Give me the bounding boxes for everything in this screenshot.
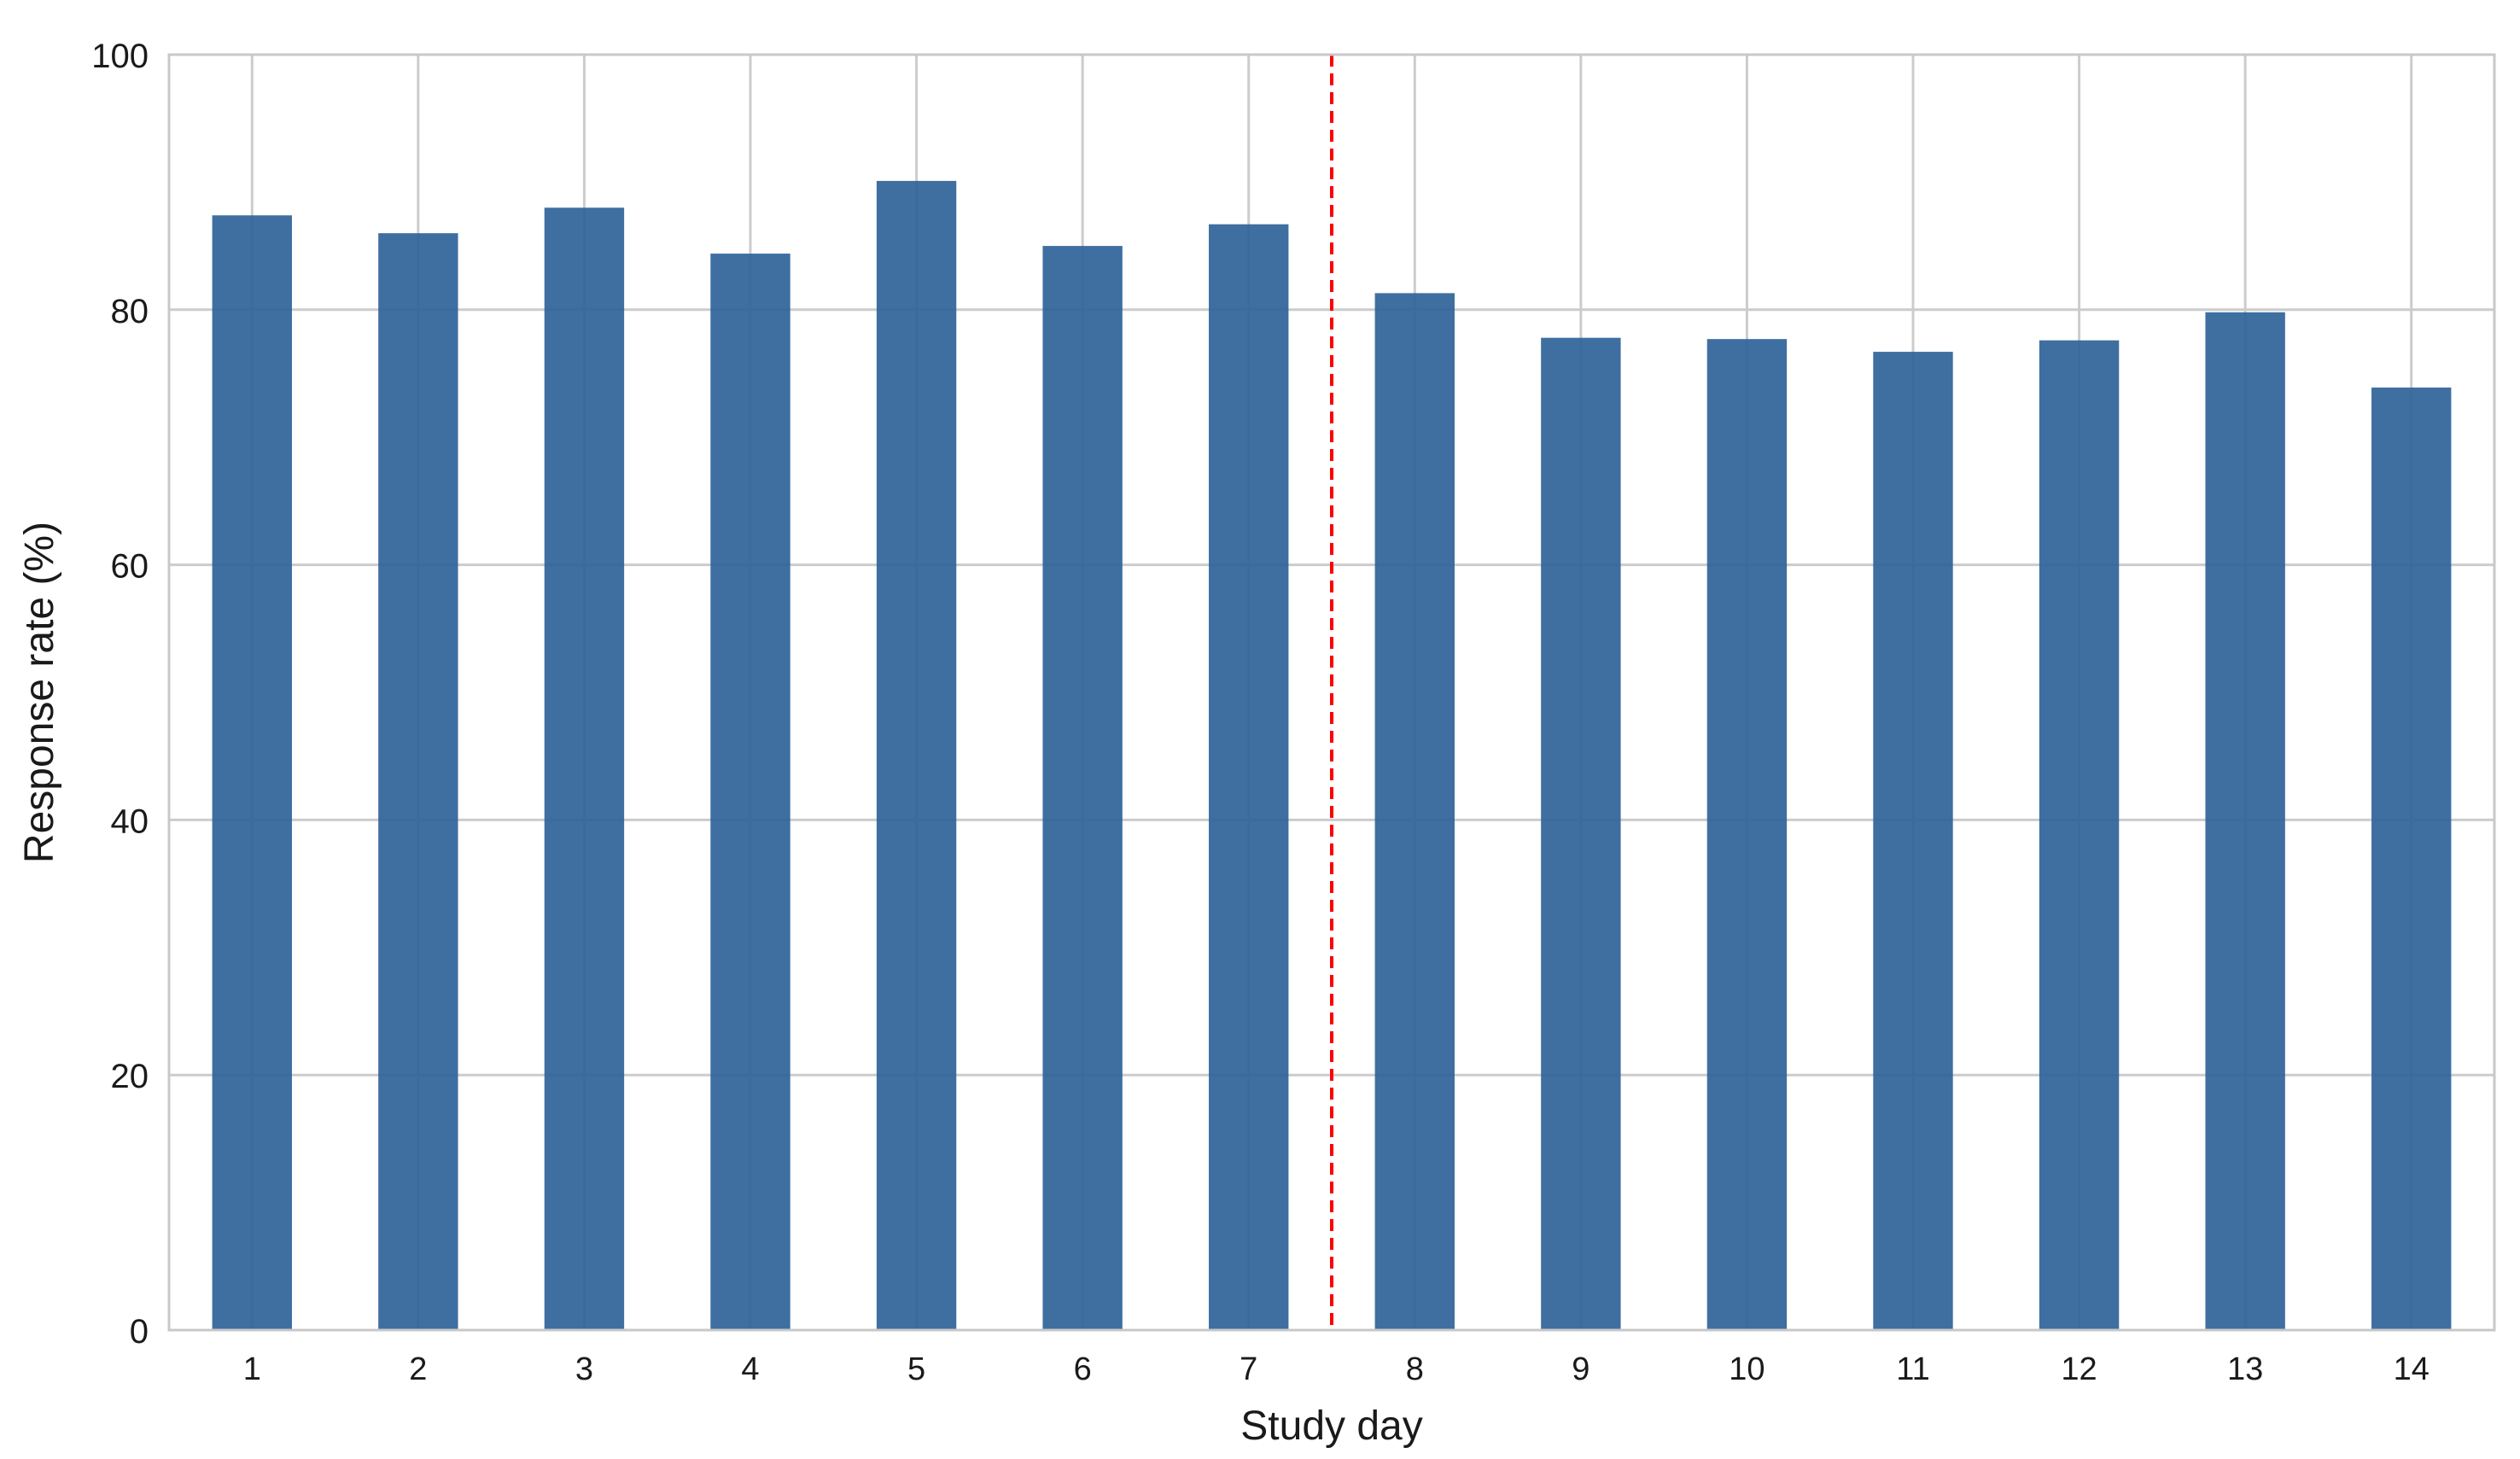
bar-day-13 xyxy=(2205,312,2285,1331)
x-tick-labels: 1 2 3 4 5 6 7 8 9 10 11 12 13 14 xyxy=(243,1351,2430,1387)
bar-day-7 xyxy=(1209,224,1289,1330)
y-tick-labels: 0 20 40 60 80 100 xyxy=(91,38,149,1351)
bar-day-14 xyxy=(2371,387,2452,1331)
x-tick-label: 1 xyxy=(243,1351,261,1387)
x-tick-label: 12 xyxy=(2061,1351,2097,1387)
bar-day-6 xyxy=(1042,246,1123,1331)
bar-day-4 xyxy=(710,254,790,1331)
y-tick-label: 20 xyxy=(111,1058,149,1095)
x-tick-label: 4 xyxy=(741,1351,759,1387)
y-axis-title: Response rate (%) xyxy=(17,522,62,863)
x-tick-label: 13 xyxy=(2227,1351,2263,1387)
x-tick-label: 10 xyxy=(1729,1351,1765,1387)
x-tick-label: 2 xyxy=(409,1351,427,1387)
y-tick-label: 80 xyxy=(111,293,149,330)
x-tick-label: 3 xyxy=(575,1351,593,1387)
bar-day-10 xyxy=(1706,339,1788,1330)
x-tick-label: 8 xyxy=(1406,1351,1424,1387)
bar-day-12 xyxy=(2039,340,2120,1330)
y-tick-label: 0 xyxy=(130,1313,149,1351)
x-tick-label: 11 xyxy=(1896,1351,1929,1387)
bars xyxy=(212,180,2452,1331)
x-axis-title: Study day xyxy=(1240,1404,1422,1449)
bar-day-11 xyxy=(1873,352,1953,1330)
x-tick-label: 6 xyxy=(1074,1351,1092,1387)
y-tick-label: 40 xyxy=(111,802,149,840)
bar-day-3 xyxy=(544,207,625,1330)
bar-day-1 xyxy=(212,215,292,1330)
bar-day-5 xyxy=(876,180,957,1330)
plot-frame xyxy=(167,53,2496,1332)
bar-day-9 xyxy=(1541,337,1621,1331)
bar-day-2 xyxy=(378,233,458,1330)
bar-day-8 xyxy=(1374,293,1455,1331)
x-tick-label: 7 xyxy=(1240,1351,1257,1387)
x-tick-label: 14 xyxy=(2394,1351,2430,1387)
x-tick-label: 5 xyxy=(907,1351,925,1387)
x-tick-label: 9 xyxy=(1572,1351,1590,1387)
y-tick-label: 100 xyxy=(91,38,149,75)
y-tick-label: 60 xyxy=(111,548,149,586)
